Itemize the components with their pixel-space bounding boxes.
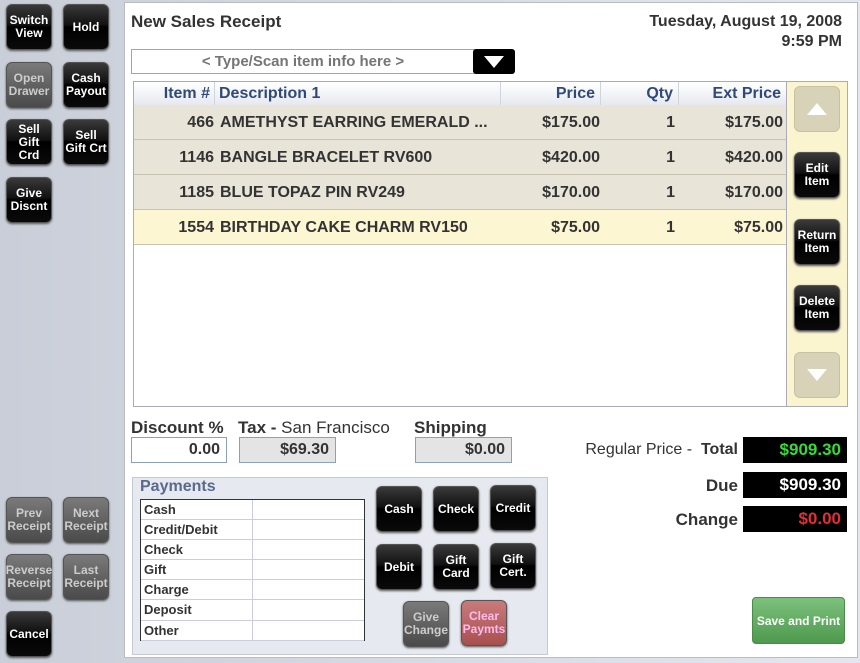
discount-input[interactable]: 0.00	[131, 437, 227, 463]
total-label: Regular Price - Total	[585, 441, 738, 459]
total-label-text: Total	[700, 441, 738, 458]
table-row[interactable]: 1146 BANGLE BRACELET RV600 $420.00 1 $420.00	[134, 140, 786, 175]
column-header-item[interactable]: Item #	[134, 82, 215, 105]
tax-amount: $69.30	[239, 437, 336, 463]
cancel-button[interactable]: Cancel	[6, 611, 52, 657]
cell-description: BLUE TOPAZ PIN RV249	[220, 184, 405, 201]
give-discount-button[interactable]: Give Discnt	[6, 177, 52, 223]
cell-qty: 1	[666, 219, 675, 236]
cell-ext-price: $420.00	[725, 149, 783, 166]
column-header-qty[interactable]: Qty	[601, 82, 679, 105]
scroll-down-button[interactable]	[794, 352, 840, 398]
tax-label: Tax - San Francisco	[238, 418, 390, 438]
item-search-input[interactable]	[131, 49, 475, 74]
items-table: Item # Description 1 Price Qty Ext Price…	[133, 81, 787, 407]
hold-button[interactable]: Hold	[63, 4, 109, 50]
cell-item-number: 1146	[179, 149, 214, 166]
pay-check-button[interactable]: Check	[433, 486, 479, 532]
payments-table: Cash Credit/Debit Check Gift Charge Deposit Ot…	[140, 499, 365, 641]
payment-row: Credit/Debit	[141, 520, 364, 541]
cell-item-number: 1185	[179, 184, 214, 201]
cell-item-number: 1554	[178, 219, 214, 236]
payments-title: Payments	[140, 478, 216, 495]
change-amount: $0.00	[743, 506, 847, 532]
tax-location: San Francisco	[281, 418, 390, 437]
pay-cash-button[interactable]: Cash	[376, 486, 422, 532]
arrow-up-icon	[807, 103, 827, 115]
switch-view-button[interactable]: Switch View	[6, 4, 52, 50]
change-label: Change	[675, 510, 738, 529]
cash-payout-button[interactable]: Cash Payout	[63, 62, 109, 108]
time: 9:59 PM	[781, 33, 842, 50]
chevron-down-icon	[484, 55, 504, 68]
payment-row: Other	[141, 620, 364, 641]
tax-label-text: Tax	[238, 418, 267, 437]
pay-gift-card-button[interactable]: Gift Card	[433, 544, 479, 590]
payment-row: Gift	[141, 560, 364, 581]
table-row[interactable]: 1185 BLUE TOPAZ PIN RV249 $170.00 1 $170.00	[134, 175, 786, 210]
scroll-up-button[interactable]	[794, 86, 840, 132]
pay-gift-cert-button[interactable]: Gift Cert.	[490, 543, 536, 589]
pay-credit-button[interactable]: Credit	[490, 485, 536, 531]
tax-separator: -	[266, 418, 282, 437]
cell-ext-price: $75.00	[734, 219, 783, 236]
cell-qty: 1	[666, 114, 675, 131]
column-header-price[interactable]: Price	[501, 82, 601, 105]
item-dropdown-button[interactable]	[473, 49, 515, 74]
edit-item-button[interactable]: Edit Item	[794, 152, 840, 198]
cell-ext-price: $175.00	[725, 114, 783, 131]
datetime: Tuesday, August 19, 2008 9:59 PM	[649, 12, 842, 52]
cell-qty: 1	[666, 149, 675, 166]
cell-ext-price: $170.00	[725, 184, 783, 201]
due-label: Due	[705, 476, 738, 495]
column-header-description[interactable]: Description 1	[215, 82, 501, 105]
sell-gift-cert-button[interactable]: Sell Gift Crt	[63, 119, 109, 165]
last-receipt-button[interactable]: Last Receipt	[63, 554, 109, 600]
payment-row: Cash	[141, 500, 364, 521]
payment-row: Check	[141, 540, 364, 561]
regular-price-label: Regular Price -	[585, 441, 697, 458]
return-item-button[interactable]: Return Item	[794, 219, 840, 265]
arrow-down-icon	[807, 369, 827, 381]
cell-price: $175.00	[542, 114, 600, 131]
clear-payments-button[interactable]: Clear Paymts	[461, 600, 507, 646]
cell-description: BIRTHDAY CAKE CHARM RV150	[220, 219, 468, 236]
reverse-receipt-button[interactable]: Reverse Receipt	[6, 554, 52, 600]
next-receipt-button[interactable]: Next Receipt	[63, 497, 109, 543]
prev-receipt-button[interactable]: Prev Receipt	[6, 497, 52, 543]
table-row[interactable]: 1554 BIRTHDAY CAKE CHARM RV150 $75.00 1 $75.…	[134, 210, 786, 245]
cell-description: BANGLE BRACELET RV600	[220, 149, 433, 166]
table-row[interactable]: 466 AMETHYST EARRING EMERALD ... $175.00 1 $…	[134, 105, 786, 140]
delete-item-button[interactable]: Delete Item	[794, 285, 840, 331]
cell-price: $170.00	[542, 184, 600, 201]
cell-qty: 1	[666, 184, 675, 201]
due-amount: $909.30	[743, 472, 847, 498]
date: Tuesday, August 19, 2008	[649, 13, 842, 30]
shipping-label: Shipping	[414, 418, 487, 437]
cell-price: $420.00	[542, 149, 600, 166]
cell-price: $75.00	[551, 219, 600, 236]
discount-label: Discount %	[131, 418, 224, 437]
column-header-ext-price[interactable]: Ext Price	[679, 82, 786, 105]
cell-item-number: 466	[187, 114, 214, 131]
shipping-input[interactable]: $0.00	[415, 437, 512, 463]
cell-description: AMETHYST EARRING EMERALD ...	[220, 114, 488, 131]
sell-gift-card-button[interactable]: Sell Gift Crd	[6, 119, 52, 165]
pay-debit-button[interactable]: Debit	[376, 544, 422, 590]
page-title: New Sales Receipt	[131, 12, 282, 31]
payment-row: Charge	[141, 580, 364, 601]
open-drawer-button[interactable]: Open Drawer	[6, 62, 52, 108]
save-and-print-button[interactable]: Save and Print	[752, 597, 845, 644]
give-change-button[interactable]: Give Change	[403, 601, 449, 647]
total-amount: $909.30	[743, 437, 847, 463]
payment-row: Deposit	[141, 600, 364, 621]
